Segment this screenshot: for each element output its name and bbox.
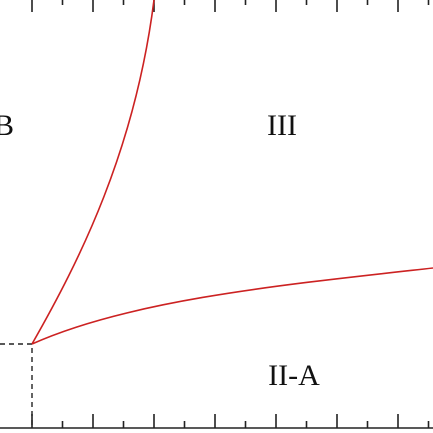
region-label: II-A xyxy=(268,359,320,392)
region-label: III xyxy=(267,109,297,142)
dashed-guide xyxy=(0,343,33,427)
phase-boundary xyxy=(31,0,155,345)
phase-boundary xyxy=(31,267,433,345)
region-label: B xyxy=(0,109,14,142)
